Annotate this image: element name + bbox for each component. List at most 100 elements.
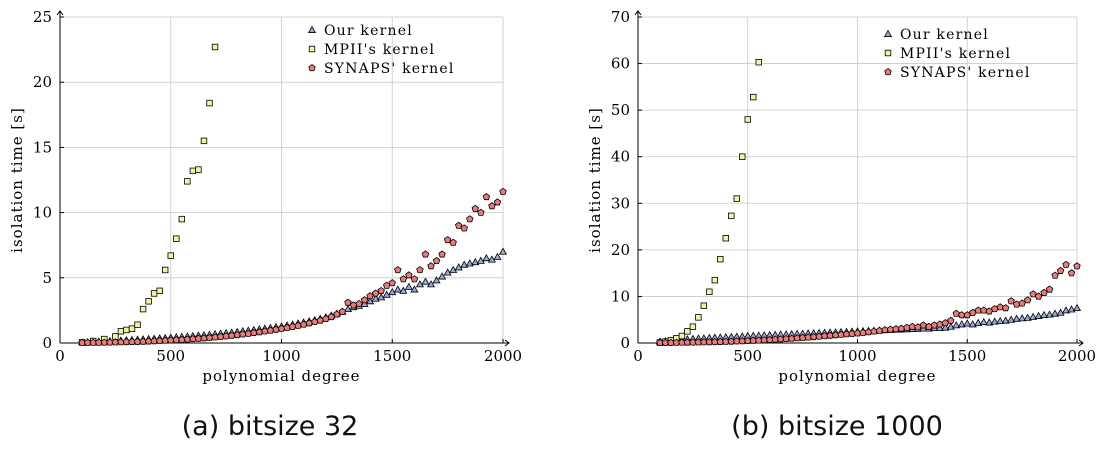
data-point <box>454 263 463 271</box>
data-point <box>360 296 369 304</box>
data-point <box>377 293 386 301</box>
series-square <box>78 43 219 346</box>
x-axis-arrow <box>1078 339 1084 347</box>
data-point <box>980 306 988 314</box>
y-tick-label: 0 <box>42 334 52 352</box>
data-point <box>963 319 972 327</box>
data-point <box>371 294 380 302</box>
data-point <box>1029 312 1038 320</box>
data-point <box>410 275 419 283</box>
data-point <box>1050 309 1060 317</box>
data-point <box>388 287 397 296</box>
data-point <box>449 238 457 246</box>
y-tick-label: 0 <box>620 334 630 352</box>
data-point <box>1001 316 1010 324</box>
data-point <box>493 252 502 260</box>
data-point <box>366 292 374 300</box>
data-point <box>498 247 508 255</box>
y-axis-arrow <box>56 10 64 16</box>
data-point <box>178 215 186 223</box>
data-point <box>1023 313 1032 321</box>
data-point <box>156 287 163 295</box>
data-point <box>471 257 480 266</box>
data-point <box>128 325 136 332</box>
data-point <box>957 320 966 328</box>
data-point <box>935 323 944 332</box>
data-point <box>875 326 884 334</box>
data-point <box>404 282 413 290</box>
data-point <box>410 285 419 293</box>
data-point <box>1007 297 1015 305</box>
data-point <box>145 298 152 305</box>
data-point <box>421 250 430 258</box>
y-tick-label: 50 <box>611 101 630 119</box>
data-point <box>1045 310 1054 318</box>
series-square <box>656 58 762 346</box>
data-point <box>941 323 950 331</box>
data-point <box>968 320 977 328</box>
data-point <box>1045 285 1054 293</box>
x-tick-label: 0 <box>55 347 65 365</box>
data-point <box>1073 262 1081 270</box>
data-point <box>1007 315 1016 323</box>
data-point <box>1067 269 1076 277</box>
y-tick-label: 15 <box>33 138 52 156</box>
data-point <box>996 303 1004 311</box>
legend-label: Our kernel <box>324 23 413 39</box>
y-tick-label: 20 <box>33 73 52 91</box>
data-point <box>947 316 955 324</box>
data-point <box>1067 305 1076 313</box>
data-point <box>476 256 485 264</box>
caption-a: (a) bitsize 32 <box>182 411 359 442</box>
data-point <box>1056 308 1065 316</box>
data-point <box>1001 304 1010 312</box>
data-point <box>919 321 928 329</box>
data-point <box>750 93 757 101</box>
data-point <box>1039 310 1049 319</box>
data-point <box>1018 299 1026 307</box>
legend-label: MPII's kernel <box>324 42 435 58</box>
data-point <box>678 332 686 340</box>
data-point <box>487 255 497 263</box>
x-axis-label: polynomial degree <box>202 367 360 385</box>
legend-marker <box>883 29 893 37</box>
x-tick-label: 1000 <box>838 347 876 365</box>
legend-marker <box>884 49 892 57</box>
data-point <box>421 277 430 285</box>
data-point <box>728 212 735 220</box>
series-pentagon <box>656 260 1081 346</box>
data-point <box>722 235 729 242</box>
y-tick-label: 10 <box>611 287 630 305</box>
data-point <box>979 317 988 325</box>
legend-marker <box>308 64 316 72</box>
x-tick-label: 1500 <box>373 347 411 365</box>
data-point <box>1034 292 1043 300</box>
data-point <box>371 289 380 297</box>
data-point <box>482 254 491 262</box>
legend-label: MPII's kernel <box>900 46 1011 62</box>
y-tick-label: 25 <box>33 8 52 26</box>
data-point <box>437 272 447 280</box>
data-point <box>706 288 713 295</box>
data-point <box>684 328 691 335</box>
data-point <box>443 236 452 244</box>
data-point <box>206 99 213 107</box>
data-point <box>427 262 435 270</box>
data-point <box>1040 288 1048 296</box>
data-point <box>952 321 961 329</box>
x-tick-label: 1500 <box>948 347 986 365</box>
data-point <box>689 323 697 330</box>
data-point <box>443 268 452 276</box>
data-point <box>985 318 994 326</box>
x-axis-arrow <box>504 339 510 347</box>
data-point <box>996 316 1005 325</box>
legend-marker <box>307 25 317 33</box>
data-point <box>139 305 147 313</box>
data-point <box>488 202 496 210</box>
data-point <box>499 187 507 195</box>
series-triangle <box>78 247 508 346</box>
x-tick-label: 500 <box>156 347 185 365</box>
y-tick-label: 20 <box>611 241 630 259</box>
legend-label: Our kernel <box>900 27 989 43</box>
